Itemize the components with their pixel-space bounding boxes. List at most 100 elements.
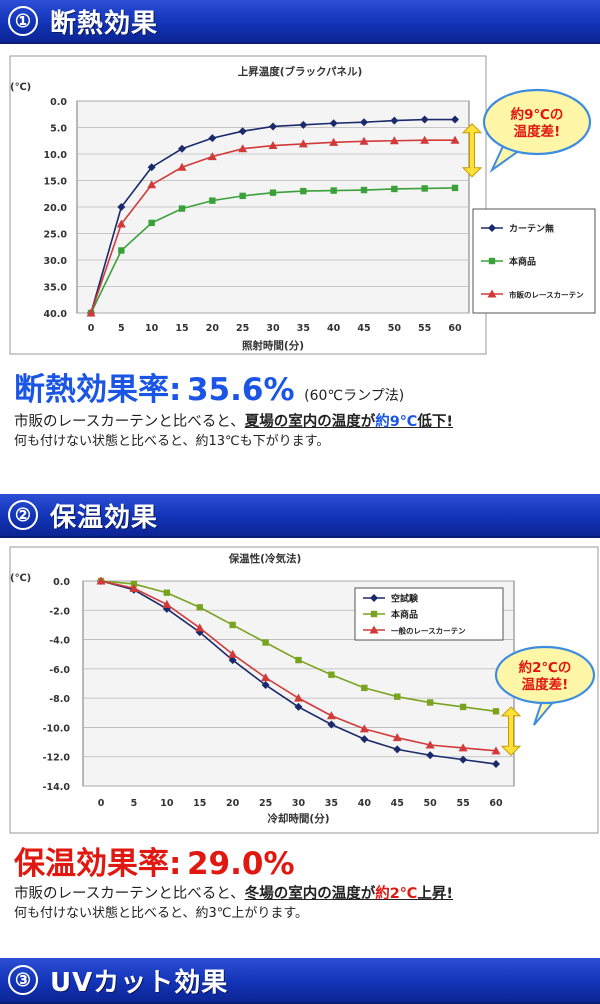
series-1-point [451,115,459,124]
y-tick-label: -10.0 [43,723,71,734]
y-unit-label: (℃) [10,82,31,93]
insulation-rate-condition: (60℃ランプ法) [304,388,405,404]
callout-bubble [494,645,596,705]
legend-swatch-marker [488,257,496,265]
x-tick-label: 55 [418,323,431,334]
x-axis-label: 照射時間(分) [242,339,304,352]
series-3-point [147,180,157,189]
legend-swatch-marker [369,625,379,634]
y-tick-label: 0.0 [53,577,70,588]
legend-swatch-marker [488,224,496,232]
callout-text-line2: 温度差! [522,676,569,693]
x-tick-label: 45 [357,323,370,334]
series-1-point [269,122,277,131]
desc2-em-value: 約2℃ [375,886,418,902]
series-2-point [229,621,236,629]
series-1-point [294,702,303,711]
series-1-point [360,735,369,744]
x-tick-label: 5 [131,798,138,809]
x-axis-label: 冷却時間(分) [267,812,329,825]
legend-label: 一般のレースカーテン [391,626,466,636]
y-tick-label: 15.0 [44,177,68,188]
series-2-point [262,639,269,646]
series-1-point [459,755,468,764]
series-2-point [492,708,500,715]
section-number: ② [8,500,38,530]
insulation-rate-value: 35.6% [186,372,295,408]
x-tick-label: 35 [325,798,338,809]
desc2-em-text: 冬場の室内の温度が [244,886,376,902]
series-3-point [294,693,303,702]
x-tick-label: 15 [175,323,188,334]
y-tick-label: -8.0 [49,694,70,705]
y-tick-label: -12.0 [43,753,71,764]
series-3-point [389,136,399,145]
x-tick-label: 10 [145,323,159,334]
desc1-line2: 何も付けない状態と比べると、約13℃も下がります。 [14,434,330,449]
x-tick-label: 0 [88,323,95,334]
desc1-prefix: 市販のレースカーテンと比べると、 [14,414,245,430]
chart-title: 保温性(冷気法) [228,552,302,565]
chart-frame [9,55,487,355]
y-tick-label: -2.0 [49,606,70,617]
x-tick-label: 20 [226,798,240,809]
series-3-point [425,740,435,749]
series-3-point [268,141,278,150]
section-number: ③ [8,965,38,995]
x-tick-label: 55 [456,798,469,809]
callout-tail [533,700,557,726]
insulation-description: 市販のレースカーテンと比べると、夏場の室内の温度が約9℃低下! 何も付けない状態… [14,412,453,452]
x-tick-label: 10 [160,798,174,809]
series-2-point [421,185,428,192]
series-1-point [261,680,270,689]
series-3-point [359,136,369,145]
series-2-point [451,184,459,192]
retention-rate: 保温効果率: 29.0% [14,838,295,883]
series-1-point [492,760,500,769]
retention-description: 市販のレースカーテンと比べると、冬場の室内の温度が約2℃上昇! 何も付けない状態… [14,884,453,924]
y-tick-label: -14.0 [43,782,71,793]
series-3-point [298,139,308,148]
series-2-point [295,656,302,664]
series-2-point [361,684,368,692]
series-2-point [426,699,434,706]
series-3-point [359,724,369,733]
y-tick-label: 35.0 [44,283,68,294]
x-tick-label: 50 [424,798,438,809]
x-tick-label: 0 [98,798,105,809]
series-1-point [329,119,338,128]
section-banner-3: ③ UVカット効果 [0,958,600,1004]
y-tick-label: 0.0 [50,97,67,108]
series-2-point [394,693,401,700]
callout-text-line1: 約2℃の [519,659,572,676]
chart-frame [9,546,599,834]
series-2-point [178,205,186,212]
desc1-em: 夏場の室内の温度が約9℃低下! [245,414,453,430]
legend-label: 市販のレースカーテン [509,290,584,300]
x-tick-label: 20 [206,323,220,334]
x-tick-label: 30 [266,323,280,334]
series-2-point [148,219,155,227]
x-tick-label: 45 [391,798,404,809]
series-2-point [118,247,125,254]
series-3-point [329,137,339,146]
x-tick-label: 15 [193,798,206,809]
desc2-em-suffix: 上昇! [417,886,453,902]
x-tick-label: 40 [358,798,372,809]
desc2-em: 冬場の室内の温度が約2℃上昇! [245,886,453,902]
series-3-point [238,144,248,153]
series-1-point [178,144,186,153]
section-title: UVカット効果 [50,967,229,998]
chart2-svg: 0.0 -2.0 -4.0 -6.0 -8.0 -10.0 -12.0 -14.0 0 5 10 15… [9,546,599,834]
insulation-rate-label: 断熱効果率: [14,372,182,408]
difference-arrow-icon [500,706,522,756]
difference-arrow-icon [461,123,483,178]
series-2-point [269,189,277,196]
series-3-point [162,599,172,608]
x-tick-label: 30 [292,798,306,809]
y-tick-label: 5.0 [50,124,67,135]
series-3-point [86,308,96,317]
legend-label: カーテン無 [509,223,554,235]
desc2-prefix: 市販のレースカーテンと比べると、 [14,886,245,902]
chart1-svg: 0.0 5.0 10.0 15.0 20.0 25.0 30.0 35.0 40.0 0 5 10 15… [9,55,596,355]
